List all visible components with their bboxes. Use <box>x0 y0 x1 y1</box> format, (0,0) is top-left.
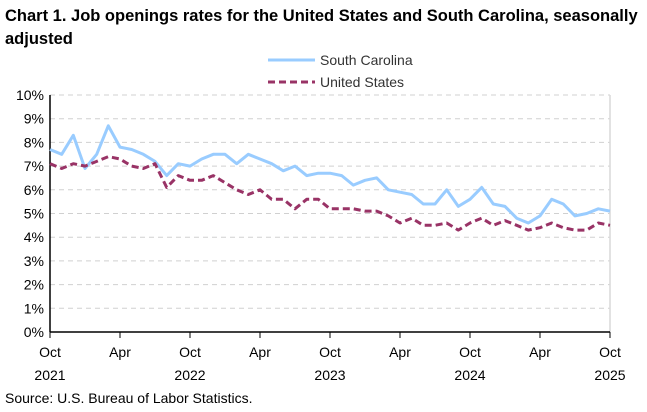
chart-title: Chart 1. Job openings rates for the Unit… <box>5 7 638 48</box>
y-tick-label: 5% <box>24 206 44 222</box>
y-tick-label: 7% <box>24 158 44 174</box>
x-tick-year: 2023 <box>314 367 345 383</box>
x-tick-year: 2024 <box>454 367 485 383</box>
x-tick-year: 2021 <box>34 367 65 383</box>
y-tick-label: 10% <box>16 87 44 103</box>
x-tick-month: Apr <box>389 344 411 360</box>
x-tick-month: Apr <box>529 344 551 360</box>
source-note: Source: U.S. Bureau of Labor Statistics. <box>5 390 253 406</box>
y-tick-label: 2% <box>24 277 44 293</box>
x-tick-month: Oct <box>599 344 621 360</box>
legend-label: United States <box>320 74 404 90</box>
x-tick-month: Apr <box>109 344 131 360</box>
legend-label: South Carolina <box>320 52 413 68</box>
x-tick-year: 2025 <box>594 367 625 383</box>
x-tick-month: Oct <box>39 344 61 360</box>
y-tick-label: 3% <box>24 253 44 269</box>
series-line-south-carolina <box>49 124 611 225</box>
x-tick-year: 2022 <box>174 367 205 383</box>
y-tick-label: 0% <box>24 324 44 340</box>
x-tick-month: Oct <box>459 344 481 360</box>
y-tick-label: 8% <box>24 134 44 150</box>
y-tick-label: 9% <box>24 111 44 127</box>
series-line-united-states <box>49 155 611 232</box>
y-tick-label: 1% <box>24 300 44 316</box>
y-tick-label: 6% <box>24 182 44 198</box>
y-tick-label: 4% <box>24 229 44 245</box>
x-tick-month: Oct <box>179 344 201 360</box>
x-tick-month: Apr <box>249 344 271 360</box>
x-tick-month: Oct <box>319 344 341 360</box>
